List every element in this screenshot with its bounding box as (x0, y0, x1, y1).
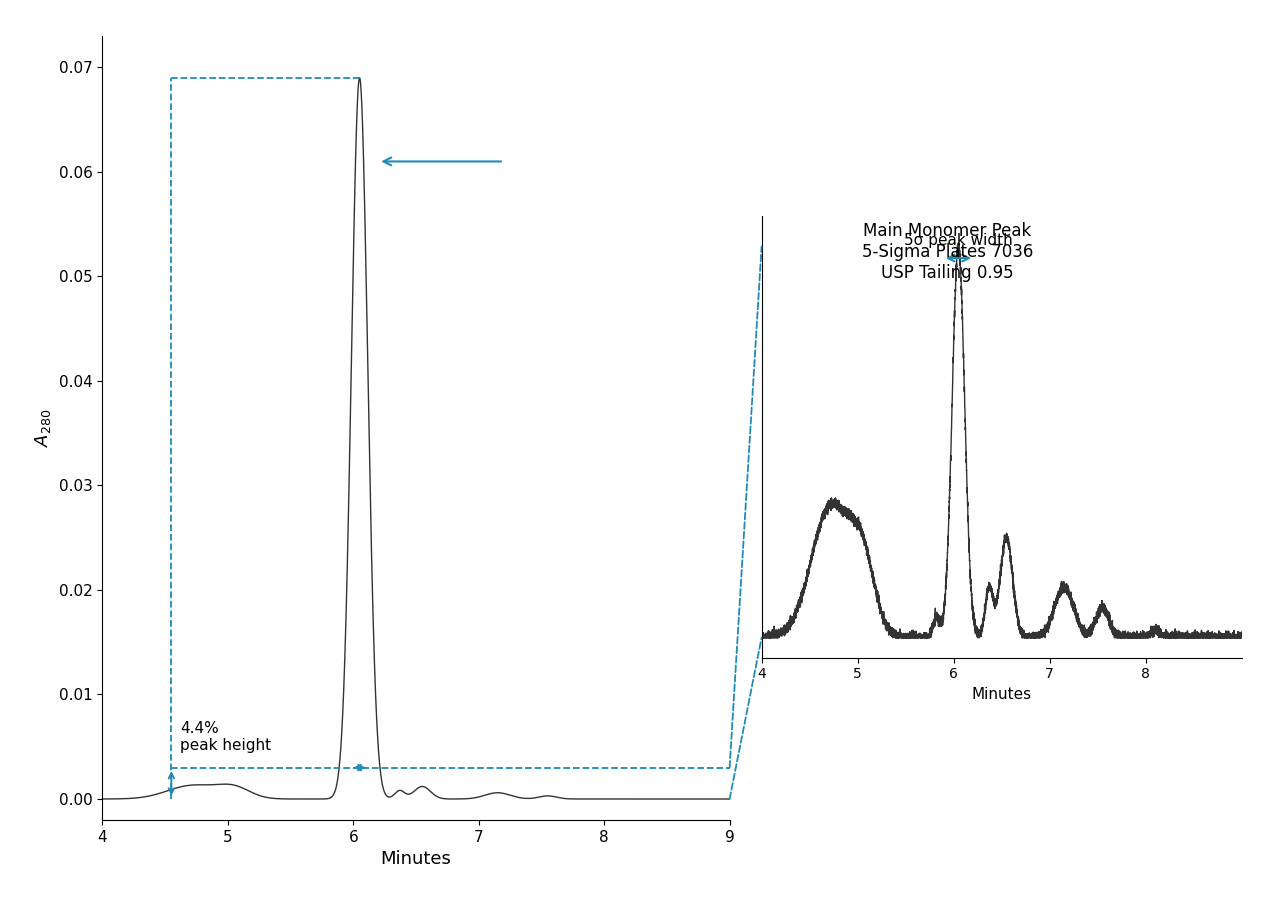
X-axis label: Minutes: Minutes (380, 851, 452, 869)
Text: 5σ peak width: 5σ peak width (904, 233, 1012, 248)
Text: 4.4%
peak height: 4.4% peak height (180, 721, 271, 753)
Text: Main Monomer Peak
5-Sigma Plates 7036
USP Tailing 0.95: Main Monomer Peak 5-Sigma Plates 7036 US… (861, 223, 1033, 282)
X-axis label: Minutes: Minutes (972, 687, 1032, 702)
Y-axis label: $A_{280}$: $A_{280}$ (33, 409, 54, 447)
